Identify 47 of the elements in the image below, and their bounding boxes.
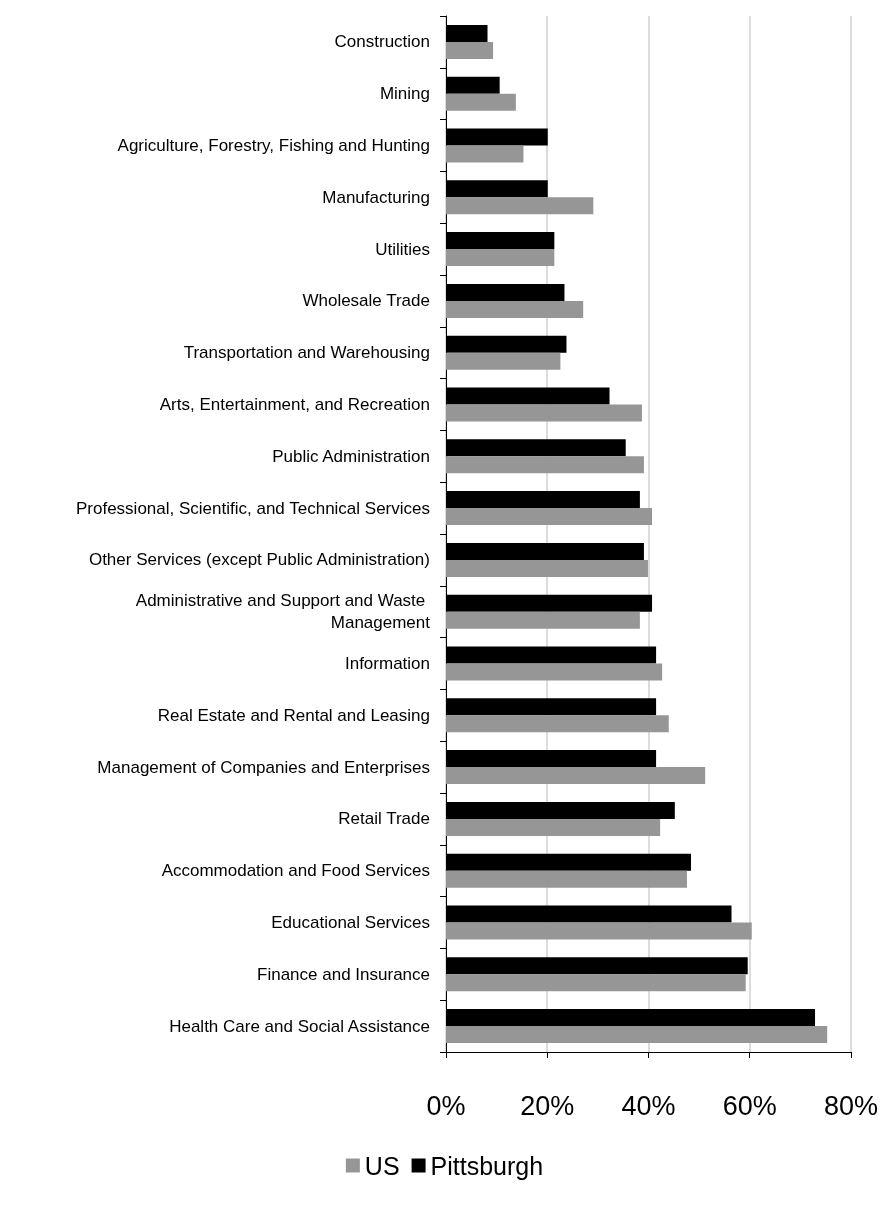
bar bbox=[446, 870, 687, 888]
y-tick-label: Construction bbox=[334, 32, 430, 52]
bar bbox=[446, 611, 640, 629]
legend-label: Pittsburgh bbox=[430, 1151, 544, 1180]
y-tick-label: Accommodation and Food Services bbox=[161, 861, 430, 881]
bar bbox=[446, 818, 661, 836]
x-tick-label: 80% bbox=[823, 1090, 878, 1121]
y-tick-label: Mining bbox=[379, 84, 430, 104]
bar bbox=[446, 974, 746, 992]
legend-label: US bbox=[364, 1151, 400, 1180]
y-tick-label: Real Estate and Rental and Leasing bbox=[157, 705, 430, 725]
y-tick-label: Management of Companies and Enterprises bbox=[97, 757, 430, 777]
bar bbox=[446, 300, 584, 318]
bar bbox=[446, 767, 706, 785]
bar bbox=[446, 1026, 828, 1044]
y-tick-label: Agriculture, Forestry, Fishing and Hunting bbox=[117, 136, 430, 155]
y-tick-label: Health Care and Social Assistance bbox=[169, 1016, 430, 1036]
y-tick-label: Retail Trade bbox=[338, 809, 430, 829]
y-tick-label: Educational Services bbox=[271, 913, 430, 932]
bar bbox=[446, 715, 669, 733]
bar bbox=[446, 404, 642, 422]
y-tick-label: Finance and Insurance bbox=[257, 964, 430, 984]
bar bbox=[446, 41, 494, 59]
bar bbox=[446, 508, 653, 526]
y-tick-label: Manufacturing bbox=[322, 187, 430, 207]
y-tick-label: Wholesale Trade bbox=[302, 291, 430, 311]
x-tick-label: 20% bbox=[520, 1090, 575, 1121]
x-tick-label: 60% bbox=[722, 1090, 777, 1121]
y-tick-label: Public Administration bbox=[272, 446, 430, 466]
y-tick-label: Other Services (except Public Administration) bbox=[88, 550, 430, 570]
bar bbox=[446, 456, 644, 474]
y-tick-label: Transportation and Warehousing bbox=[183, 343, 430, 363]
bar bbox=[446, 197, 594, 215]
x-tick-label: 0% bbox=[426, 1090, 466, 1121]
bar bbox=[446, 922, 752, 940]
bar bbox=[446, 145, 524, 163]
y-tick-label: Arts, Entertainment, and Recreation bbox=[159, 395, 430, 414]
bar bbox=[446, 352, 561, 370]
bar bbox=[446, 249, 555, 267]
bar bbox=[446, 663, 663, 681]
y-tick-label: Utilities bbox=[375, 239, 430, 259]
y-tick-label: Information bbox=[344, 654, 430, 673]
x-tick-label: 40% bbox=[621, 1090, 676, 1121]
y-tick-label: Administrative and Support and Waste Management bbox=[135, 591, 431, 633]
y-tick-label: Professional, Scientific, and Technical Services bbox=[75, 498, 430, 518]
bar bbox=[446, 559, 648, 577]
bar bbox=[446, 93, 516, 111]
